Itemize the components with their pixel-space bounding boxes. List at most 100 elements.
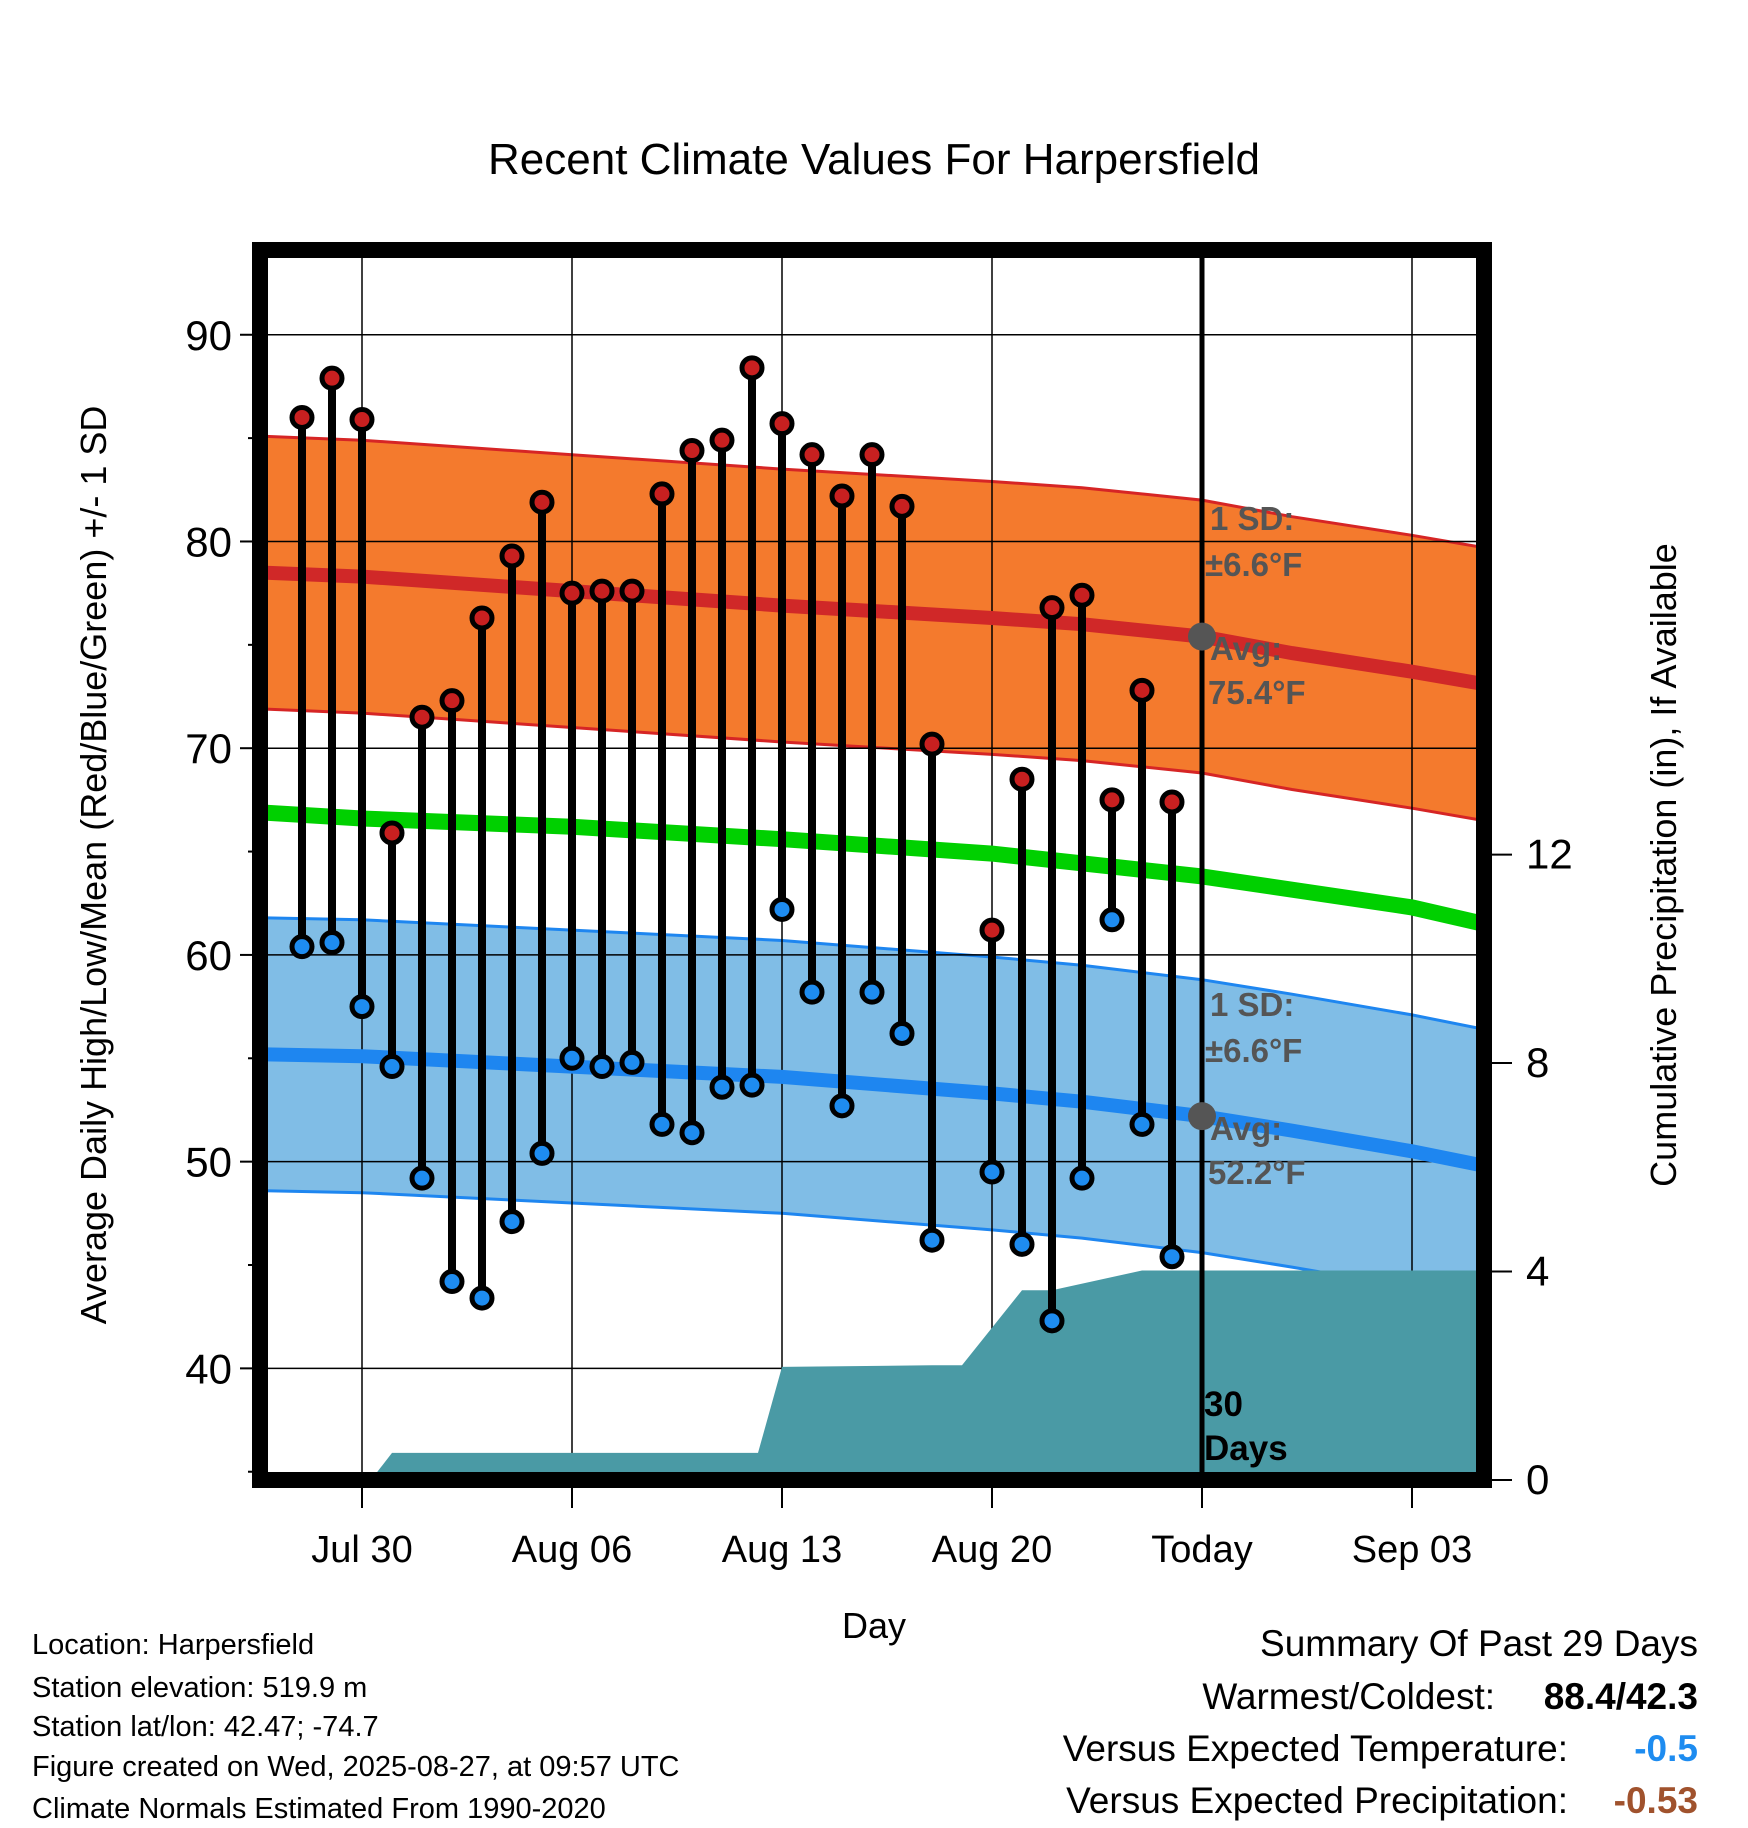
axis-ticks <box>240 333 1512 1508</box>
low-sd-label: 1 SD: <box>1210 986 1294 1023</box>
daily-low-point <box>1159 1244 1185 1270</box>
daily-high-point <box>1069 582 1095 608</box>
daily-low-point <box>859 979 885 1005</box>
precip-period-label: 30 Days <box>1204 1385 1288 1468</box>
summary-warm-cold-value: 88.4/42.3 <box>1544 1676 1698 1717</box>
daily-low-point <box>619 1049 645 1075</box>
daily-high-point <box>319 365 345 391</box>
daily-high-point <box>859 442 885 468</box>
summary-temp-value: -0.5 <box>1634 1728 1698 1769</box>
daily-high-point <box>349 407 375 433</box>
low-avg-value: 52.2°F <box>1208 1154 1306 1191</box>
low-average-marker <box>1188 1102 1216 1131</box>
daily-low-point <box>439 1269 465 1295</box>
daily-low-point <box>559 1045 585 1071</box>
daily-high-point <box>769 411 795 437</box>
x-tick-label: Aug 20 <box>932 1529 1052 1571</box>
low-band-upper-edge <box>260 916 1484 1031</box>
daily-high-point <box>1009 766 1035 792</box>
daily-low-point <box>1069 1165 1095 1191</box>
daily-low-point <box>769 896 795 922</box>
daily-high-point <box>799 442 825 468</box>
x-tick-label: Jul 30 <box>311 1529 412 1571</box>
daily-high-point <box>379 820 405 846</box>
y-tick-label: 40 <box>185 1345 232 1392</box>
daily-high-point <box>829 483 855 509</box>
daily-high-point <box>649 481 675 507</box>
summary-precip-label: Versus Expected Precipitation: <box>1066 1780 1568 1821</box>
daily-low-point <box>1099 907 1125 933</box>
high-band-upper-edge <box>260 434 1484 550</box>
y-tick-label: 50 <box>185 1139 232 1186</box>
plot-frame <box>252 242 1492 1488</box>
precipitation-area <box>371 1270 1484 1480</box>
normal-low-line <box>260 1047 1484 1173</box>
x-axis-label: Day <box>842 1605 906 1646</box>
daily-low-point <box>799 979 825 1005</box>
daily-high-point <box>289 404 315 430</box>
summary-precip-value: -0.53 <box>1614 1780 1698 1821</box>
chart-title: Recent Climate Values For Harpersfield <box>488 135 1260 184</box>
summary-title: Summary Of Past 29 Days <box>1260 1623 1698 1664</box>
x-tick-label: Today <box>1151 1529 1252 1571</box>
daily-high-point <box>1129 677 1155 703</box>
daily-low-point <box>289 934 315 960</box>
daily-high-point <box>1039 595 1065 621</box>
daily-high-point <box>589 578 615 604</box>
daily-high-point <box>529 489 555 515</box>
daily-high-point <box>979 917 1005 943</box>
footer-location: Location: Harpersfield <box>32 1629 314 1661</box>
footer-info: Location: Harpersfield Station elevation… <box>32 1629 680 1825</box>
low-annotation: 1 SD: ±6.6°F Avg: 52.2°F <box>1205 986 1306 1191</box>
y-tick-label: 60 <box>185 932 232 979</box>
daily-low-point <box>589 1054 615 1080</box>
normal-mean-line <box>260 804 1484 932</box>
average-markers <box>1188 622 1216 1131</box>
footer-elevation: Station elevation: 519.9 m <box>32 1672 367 1704</box>
high-band-lower-edge <box>260 707 1484 823</box>
y-tick-label: 90 <box>185 312 232 359</box>
daily-low-point <box>979 1159 1005 1185</box>
daily-high-point <box>499 543 525 569</box>
daily-low-point <box>739 1072 765 1098</box>
precip-label-line: Days <box>1204 1429 1288 1468</box>
high-sd-value: ±6.6°F <box>1205 546 1302 583</box>
daily-low-point <box>349 994 375 1020</box>
observations <box>289 355 1185 1334</box>
daily-low-point <box>1129 1111 1155 1137</box>
daily-low-point <box>529 1140 555 1166</box>
daily-high-point <box>709 427 735 453</box>
daily-low-point <box>649 1111 675 1137</box>
daily-high-point <box>919 731 945 757</box>
daily-high-point <box>889 493 915 519</box>
x-tick-label: Aug 13 <box>722 1529 842 1571</box>
y-axis-label: Average Daily High/Low/Mean (Red/Blue/Gr… <box>73 406 114 1325</box>
daily-low-point <box>829 1093 855 1119</box>
daily-low-point <box>889 1020 915 1046</box>
daily-high-point <box>439 688 465 714</box>
footer-latlon: Station lat/lon: 42.47; -74.7 <box>32 1711 379 1743</box>
daily-low-point <box>1039 1308 1065 1334</box>
footer-created: Figure created on Wed, 2025-08-27, at 09… <box>32 1751 680 1783</box>
high-annotation: 1 SD: ±6.6°F Avg: 75.4°F <box>1205 500 1306 711</box>
daily-low-point <box>409 1165 435 1191</box>
daily-high-point <box>739 355 765 381</box>
daily-high-point <box>469 605 495 631</box>
daily-low-point <box>709 1074 735 1100</box>
low-sd-value: ±6.6°F <box>1205 1032 1302 1069</box>
y2-axis-label: Cumulative Precipitation (in), If Availa… <box>1643 543 1684 1187</box>
y2-tick-label: 4 <box>1526 1248 1549 1295</box>
high-avg-label: Avg: <box>1210 630 1282 667</box>
daily-high-point <box>409 704 435 730</box>
high-sd-label: 1 SD: <box>1210 500 1294 537</box>
daily-low-point <box>679 1120 705 1146</box>
x-tick-label: Aug 06 <box>512 1529 632 1571</box>
y-tick-label: 70 <box>185 725 232 772</box>
daily-low-point <box>319 930 345 956</box>
precip-cumulative-area <box>371 1270 1484 1480</box>
precip-label-line: 30 <box>1204 1385 1243 1424</box>
high-average-marker <box>1188 622 1216 651</box>
y2-tick-label: 12 <box>1526 831 1573 878</box>
y2-tick-label: 0 <box>1526 1456 1549 1503</box>
